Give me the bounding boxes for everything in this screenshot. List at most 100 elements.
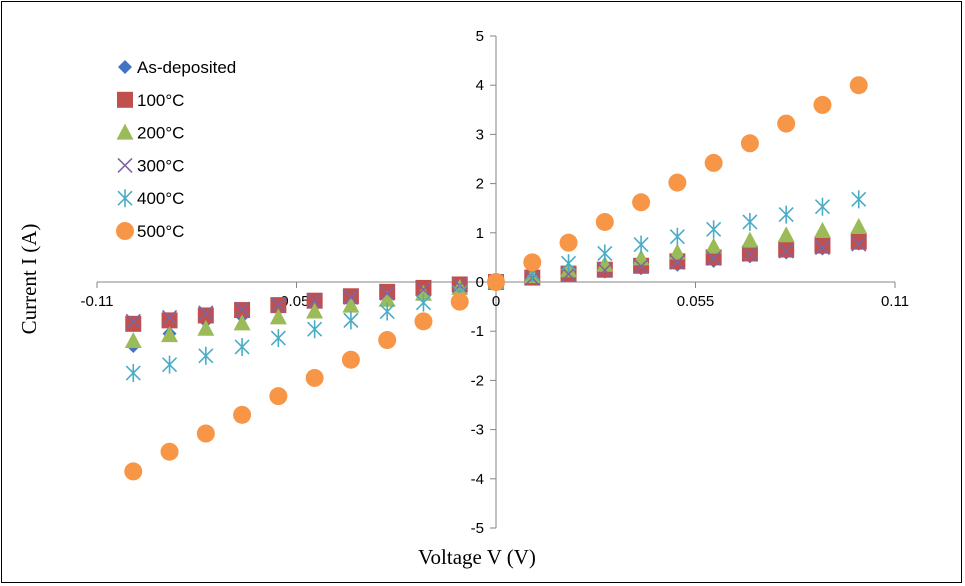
- data-point: [595, 212, 614, 231]
- data-point: [597, 262, 613, 278]
- data-point: [415, 281, 432, 297]
- data-point: [668, 173, 687, 192]
- data-point: [124, 462, 143, 481]
- data-point: [778, 241, 795, 258]
- legend-marker: [116, 222, 134, 240]
- x-tick-label: 0.11: [881, 293, 909, 310]
- legend-label: As-deposited: [137, 58, 236, 77]
- data-point: [378, 290, 396, 307]
- legend-label: 200°C: [137, 124, 184, 143]
- data-point: [706, 250, 722, 266]
- y-tick-label: 5: [476, 28, 484, 45]
- data-point: [741, 231, 759, 248]
- legend-marker: [117, 91, 133, 108]
- y-tick-label: -2: [471, 372, 484, 389]
- data-point: [668, 243, 686, 260]
- data-point: [597, 244, 613, 263]
- legend-label: 400°C: [137, 189, 184, 208]
- data-point: [234, 337, 250, 356]
- y-tick-label: 4: [476, 77, 484, 94]
- data-point: [633, 235, 649, 254]
- data-point: [378, 331, 397, 350]
- data-point: [814, 197, 831, 216]
- data-point: [196, 424, 215, 443]
- legend-marker: [116, 123, 134, 140]
- y-tick-label: 1: [476, 225, 484, 242]
- data-point: [125, 364, 141, 383]
- data-point: [341, 350, 360, 369]
- data-point: [487, 273, 505, 291]
- legend-marker: [117, 189, 133, 208]
- data-point: [850, 233, 867, 250]
- data-point: [706, 220, 722, 239]
- data-point: [414, 284, 432, 301]
- data-point: [197, 307, 214, 324]
- y-tick-label: -5: [471, 520, 484, 537]
- legend-label: 500°C: [137, 222, 184, 241]
- data-point: [307, 293, 323, 309]
- data-point: [343, 289, 359, 305]
- y-tick-label: -3: [471, 422, 484, 439]
- data-point: [849, 76, 868, 95]
- legend-label: 300°C: [137, 156, 184, 175]
- data-point: [450, 292, 469, 311]
- data-point: [233, 314, 251, 331]
- data-point: [813, 221, 831, 238]
- data-point: [523, 253, 542, 272]
- x-axis-title: Voltage V (V): [418, 545, 536, 569]
- data-point: [813, 95, 832, 114]
- data-point: [342, 296, 360, 313]
- data-point: [269, 387, 288, 406]
- data-point: [307, 320, 323, 339]
- data-point: [851, 236, 867, 252]
- data-point: [125, 315, 142, 332]
- data-point: [161, 312, 178, 329]
- data-point: [306, 302, 324, 319]
- y-tick-label: -4: [471, 471, 484, 488]
- legend: As-deposited 100°C 200°C 300°C 400°C 500°C: [116, 58, 236, 241]
- data-point: [560, 254, 577, 273]
- x-tick-label: -0.11: [80, 293, 113, 310]
- data-points: [124, 76, 868, 481]
- data-point: [270, 329, 286, 348]
- data-point: [633, 258, 649, 274]
- data-point: [742, 246, 758, 263]
- data-point: [777, 226, 795, 243]
- y-axis-title: Current I (A): [17, 224, 41, 335]
- data-point: [814, 237, 831, 254]
- data-point: [269, 308, 287, 325]
- data-point: [160, 442, 179, 461]
- data-point: [379, 302, 395, 321]
- data-point: [343, 311, 359, 330]
- data-point: [740, 134, 759, 153]
- data-point: [124, 332, 142, 349]
- y-tick-label: 3: [476, 126, 484, 143]
- data-point: [850, 217, 868, 234]
- series-5: [124, 76, 868, 481]
- legend-marker: [117, 157, 133, 173]
- data-point: [161, 309, 178, 325]
- data-point: [161, 355, 178, 374]
- data-point: [704, 153, 723, 172]
- data-point: [270, 297, 286, 313]
- data-point: [415, 293, 432, 312]
- data-point: [778, 243, 794, 259]
- x-tick-label: 0: [492, 293, 500, 310]
- series-3: [125, 236, 867, 329]
- data-point: [742, 212, 758, 231]
- data-point: [234, 301, 250, 317]
- data-point: [161, 326, 179, 343]
- x-tick-label: 0.055: [677, 293, 715, 310]
- data-point: [125, 313, 141, 329]
- data-point: [198, 346, 214, 365]
- y-tick-label: 0: [476, 274, 484, 291]
- legend-marker: [118, 60, 132, 74]
- data-point: [596, 255, 614, 272]
- data-point: [777, 114, 796, 133]
- data-point: [669, 227, 685, 246]
- data-point: [305, 368, 324, 387]
- data-point: [814, 239, 831, 256]
- data-point: [233, 405, 252, 424]
